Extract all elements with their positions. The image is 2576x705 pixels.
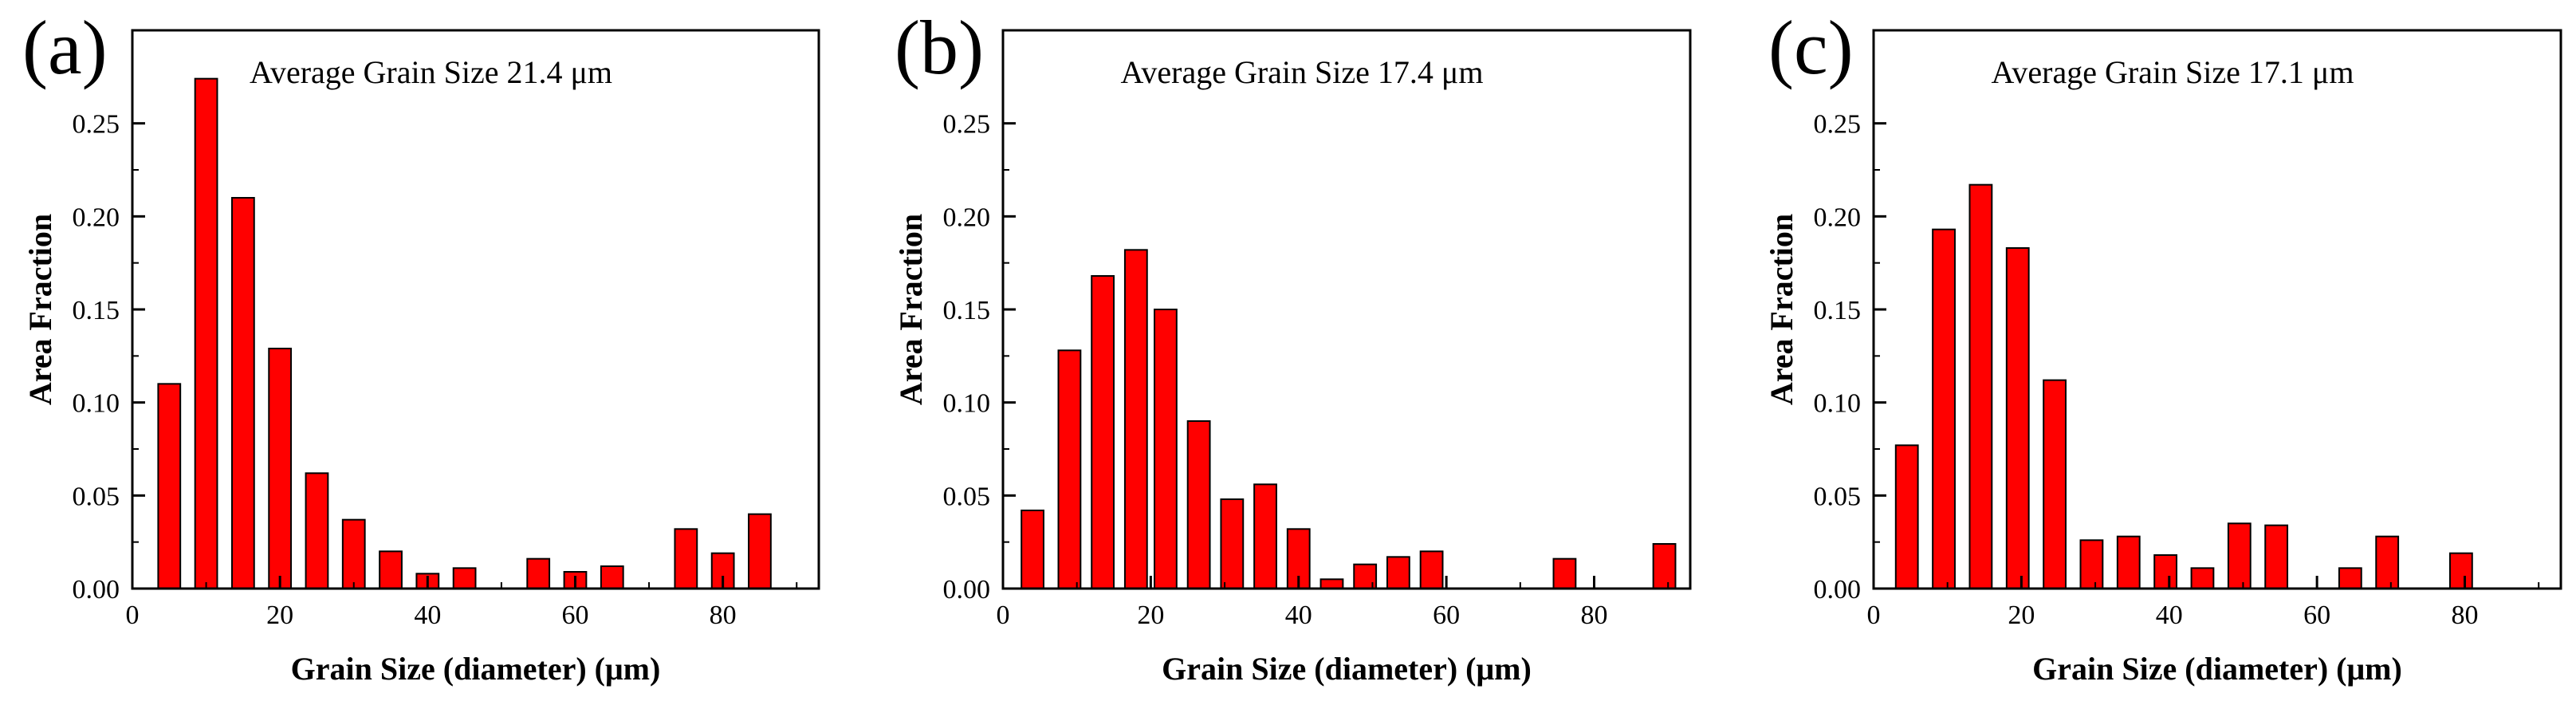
y-tick-label: 0.00 bbox=[1814, 575, 1862, 605]
bar bbox=[1652, 543, 1677, 589]
bar bbox=[748, 513, 772, 590]
average-grain-size-annotation: Average Grain Size 17.4 μm bbox=[1120, 54, 1483, 90]
panel-label: (a) bbox=[22, 5, 108, 90]
bar bbox=[1220, 498, 1245, 589]
x-tick-label: 60 bbox=[561, 601, 588, 630]
panel-label: (c) bbox=[1768, 5, 1854, 90]
x-tick-label: 80 bbox=[710, 601, 737, 630]
bar bbox=[268, 348, 293, 589]
x-tick-label: 40 bbox=[1285, 601, 1312, 630]
bar bbox=[1894, 444, 1919, 589]
bar bbox=[2190, 567, 2215, 589]
bar bbox=[1319, 578, 1344, 589]
y-tick-label: 0.00 bbox=[943, 575, 991, 605]
bar bbox=[1552, 557, 1577, 590]
x-tick-label: 60 bbox=[2303, 601, 2330, 630]
x-axis-title: Grain Size (diameter) (μm) bbox=[1162, 651, 1532, 687]
y-tick-label: 0.25 bbox=[73, 110, 120, 140]
bar bbox=[2005, 247, 2030, 589]
x-tick-label: 0 bbox=[997, 601, 1010, 630]
bar bbox=[230, 197, 255, 589]
x-tick-label: 80 bbox=[2452, 601, 2479, 630]
bar bbox=[157, 383, 182, 589]
y-tick-label: 0.20 bbox=[73, 203, 120, 232]
chart-panel-1: 0.00 0.05 0.10 0.15 0.20 0.25 0 20 40 60 80 Grain S… bbox=[22, 5, 820, 687]
y-tick-label: 0.00 bbox=[73, 575, 120, 605]
x-tick-label: 60 bbox=[1433, 601, 1460, 630]
x-tick-label: 20 bbox=[1137, 601, 1164, 630]
x-axis-title: Grain Size (diameter) (μm) bbox=[291, 651, 661, 687]
bar bbox=[452, 567, 477, 589]
x-axis-title: Grain Size (diameter) (μm) bbox=[2032, 651, 2402, 687]
bar bbox=[526, 557, 551, 590]
y-tick-label: 0.20 bbox=[943, 203, 991, 232]
y-tick-label: 0.25 bbox=[943, 110, 991, 140]
bar bbox=[2153, 554, 2178, 589]
bar bbox=[1968, 183, 1993, 590]
y-tick-label: 0.15 bbox=[943, 296, 991, 325]
x-tick-label: 80 bbox=[1581, 601, 1608, 630]
bar bbox=[2116, 535, 2141, 590]
average-grain-size-annotation: Average Grain Size 17.1 μm bbox=[1991, 54, 2354, 90]
y-tick-label: 0.10 bbox=[1814, 389, 1862, 419]
panel-label: (b) bbox=[895, 5, 984, 90]
y-tick-label: 0.10 bbox=[73, 389, 120, 419]
y-tick-label: 0.10 bbox=[943, 389, 991, 419]
bar bbox=[2448, 552, 2473, 590]
bar bbox=[1932, 228, 1956, 589]
bar bbox=[2043, 379, 2067, 589]
bar bbox=[1091, 275, 1115, 589]
y-axis-title: Area Fraction bbox=[22, 214, 58, 405]
y-tick-label: 0.20 bbox=[1814, 203, 1862, 232]
bar bbox=[379, 550, 403, 589]
x-tick-label: 20 bbox=[2008, 601, 2035, 630]
bar bbox=[2375, 535, 2400, 590]
bar bbox=[1253, 483, 1277, 589]
bar bbox=[1386, 556, 1410, 589]
bar bbox=[305, 472, 329, 589]
x-tick-label: 20 bbox=[266, 601, 293, 630]
bar bbox=[2079, 539, 2104, 589]
y-tick-label: 0.05 bbox=[943, 482, 991, 511]
bar bbox=[2338, 567, 2362, 589]
bar bbox=[2227, 522, 2252, 589]
bar bbox=[1123, 249, 1148, 589]
bar bbox=[1154, 309, 1178, 589]
y-tick-label: 0.15 bbox=[1814, 296, 1862, 325]
bar bbox=[674, 528, 698, 589]
bar bbox=[1419, 550, 1444, 589]
y-axis-title: Area Fraction bbox=[893, 214, 929, 405]
x-tick-label: 0 bbox=[1867, 601, 1881, 630]
y-tick-label: 0.25 bbox=[1814, 110, 1862, 140]
x-tick-label: 0 bbox=[126, 601, 140, 630]
x-tick-label: 40 bbox=[2156, 601, 2183, 630]
bar bbox=[1186, 420, 1211, 589]
bar bbox=[1021, 510, 1044, 589]
average-grain-size-annotation: Average Grain Size 21.4 μm bbox=[250, 54, 612, 90]
bar bbox=[600, 565, 624, 589]
chart-panel-3: 0.00 0.05 0.10 0.15 0.20 0.25 0 20 40 60 80 Grain S… bbox=[1764, 5, 2562, 687]
chart-panel-2: 0.00 0.05 0.10 0.15 0.20 0.25 0 20 40 60 80 Grain S… bbox=[893, 5, 1692, 687]
bar bbox=[2264, 524, 2289, 590]
y-tick-label: 0.05 bbox=[1814, 482, 1862, 511]
bar bbox=[1057, 349, 1082, 589]
x-tick-label: 40 bbox=[414, 601, 441, 630]
bar bbox=[341, 518, 366, 590]
y-axis-title: Area Fraction bbox=[1764, 214, 1799, 405]
y-tick-label: 0.15 bbox=[73, 296, 120, 325]
bar bbox=[194, 77, 218, 589]
y-tick-label: 0.05 bbox=[73, 482, 120, 511]
